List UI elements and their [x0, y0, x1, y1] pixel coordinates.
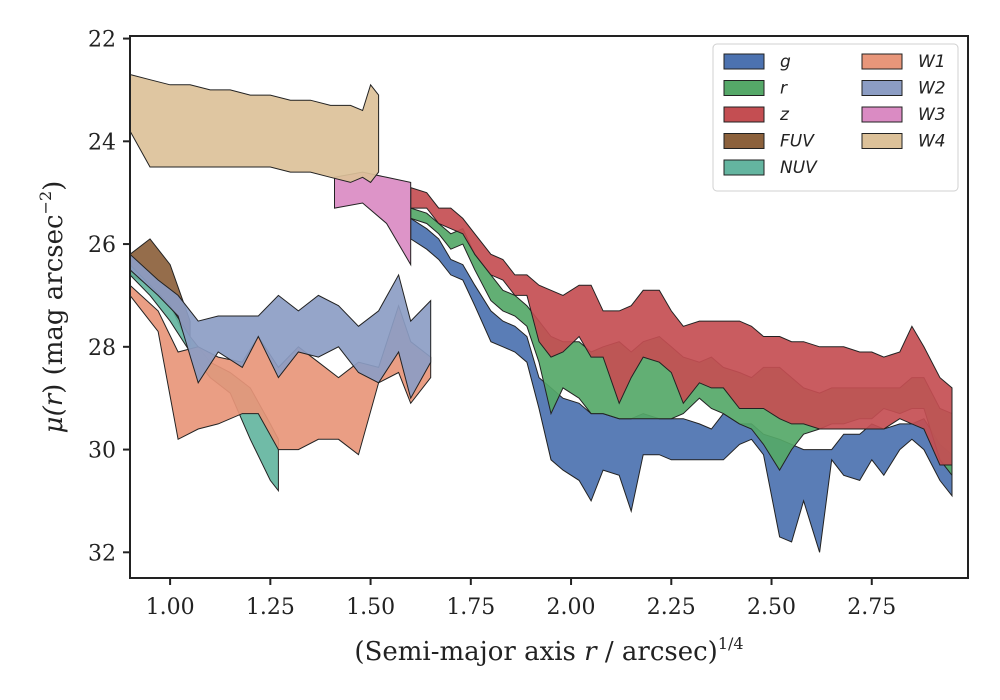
x-axis-label-main: (Semi-major axis: [354, 637, 584, 667]
legend-label-z: z: [779, 105, 790, 125]
y-axis-label-sup: −2: [36, 191, 55, 215]
legend: grz FUV NUV W1 W2 W3 W4: [712, 43, 959, 192]
y-tick-label: 22: [88, 28, 116, 53]
legend-swatch-fuv: [723, 133, 765, 149]
x-tick-label: 1.75: [446, 595, 495, 620]
x-tick-label: 1.00: [146, 595, 195, 620]
legend-label-w1: W1: [918, 52, 946, 72]
x-tick-label: 2.25: [647, 595, 696, 620]
legend-swatch-z: [723, 106, 765, 123]
x-tick-label: 2.75: [847, 595, 896, 620]
x-axis-ticks: 1.00 1.25 1.50 1.75 2.00 2.25 2.50 2.75: [146, 578, 896, 620]
x-axis-label-tail: / arcsec): [597, 637, 718, 667]
x-tick-label: 1.25: [246, 595, 295, 620]
band-w4: [129, 73, 380, 184]
legend-swatch-w3: [861, 106, 903, 123]
legend-label-w2: W2: [918, 79, 946, 99]
legend-label-nuv: NUV: [780, 158, 818, 178]
y-axis-label-main: μ(: [39, 405, 69, 433]
y-tick-label: 32: [88, 541, 116, 566]
legend-label-fuv: FUV: [780, 132, 815, 152]
legend-label-g: g: [780, 52, 791, 72]
y-axis-label-close: ): [39, 181, 69, 191]
legend-swatch-r: [723, 80, 765, 96]
legend-swatch-w4: [861, 133, 903, 149]
y-tick-label: 26: [88, 233, 116, 258]
y-axis-label: μ(r) (mag arcsec−2): [36, 181, 69, 434]
band-w2: [129, 253, 432, 400]
legend-swatch-w2: [861, 80, 903, 96]
legend-swatch-w1: [861, 53, 903, 70]
x-tick-label: 2.00: [547, 595, 596, 620]
y-axis-label-tail: ) (mag arcsec: [39, 214, 69, 393]
x-axis-label: (Semi-major axis r / arcsec)1/4: [354, 634, 743, 667]
y-tick-label: 24: [88, 130, 116, 155]
x-axis-label-var: r: [584, 637, 598, 667]
band-w3: [334, 171, 412, 267]
data-bands: [129, 73, 953, 553]
plot-frame: [129, 35, 969, 579]
y-tick-label: 28: [88, 336, 116, 361]
x-tick-label: 1.50: [346, 595, 395, 620]
band-z: [410, 186, 953, 466]
x-axis-label-sup: 1/4: [718, 634, 744, 653]
y-axis-label-var: r: [39, 392, 69, 406]
y-axis-ticks: 22 24 26 28 30 32: [88, 28, 130, 566]
y-tick-label: 30: [88, 439, 116, 464]
legend-swatch-g: [723, 53, 765, 70]
legend-label-w3: W3: [918, 105, 946, 125]
legend-label-w4: W4: [918, 132, 946, 152]
x-tick-label: 2.50: [747, 595, 796, 620]
legend-label-r: r: [780, 79, 788, 99]
legend-swatch-nuv: [723, 159, 765, 176]
